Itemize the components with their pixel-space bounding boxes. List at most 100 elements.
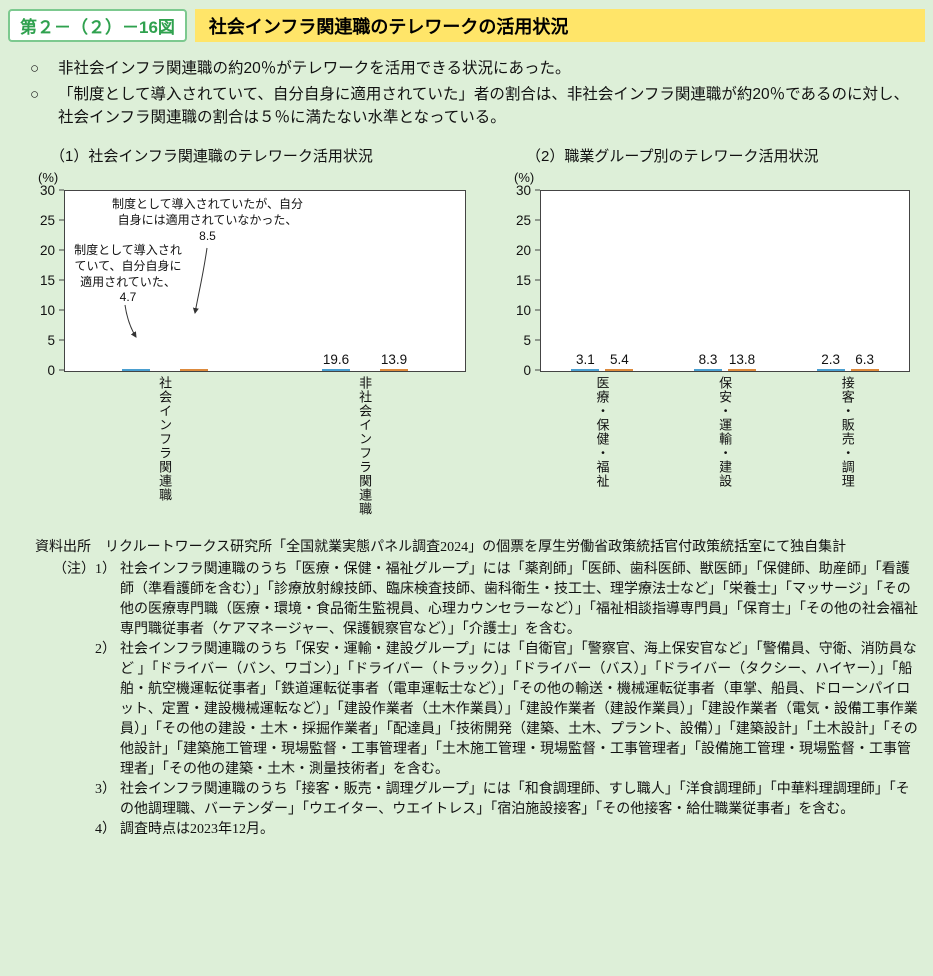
y-tick-label: 15: [39, 272, 55, 288]
source-note: 資料出所 リクルートワークス研究所「全国就業実態パネル調査2024」の個票を厚生…: [35, 538, 919, 558]
y-tick-label: 30: [515, 182, 531, 198]
circle-bullet-icon: ○: [30, 86, 40, 104]
y-tick-mark: [535, 189, 540, 191]
bar-value-label: 8.3: [698, 352, 718, 368]
bar-group: 2.3 6.3: [816, 352, 879, 372]
chart2-bars: 3.1 5.4 8.3 13.8 2.3 6.3: [541, 191, 909, 372]
chart2-y-axis: 0 5 10 15 20 25 30: [506, 184, 540, 377]
notes-label: （注）: [53, 562, 95, 578]
bar: 2.3: [816, 352, 845, 372]
note-3-text: 社会インフラ関連職のうち「接客・販売・調理グループ」には「和食調理師、すし職人」…: [120, 782, 910, 818]
summary-bullets: ○ 非社会インフラ関連職の約20％がテレワークを活用できる状況にあった。 ○ 「…: [30, 58, 915, 129]
bar: 19.6: [322, 352, 350, 372]
y-tick-mark: [535, 219, 540, 221]
bar-value-label: 13.9: [380, 352, 408, 368]
chart1-x-labels: 社会インフラ関連職 非社会インフラ関連職: [64, 376, 464, 528]
x-category-label: 接客・販売・調理: [839, 376, 855, 489]
bar-value-label: 2.3: [821, 352, 841, 368]
bar: [180, 369, 208, 372]
chart-social-infra: （1）社会インフラ関連職のテレワーク活用状況 (%) 0 5 10 15 20 25 30 …: [30, 145, 466, 528]
circle-bullet-icon: ○: [30, 60, 40, 77]
figure-title: 社会インフラ関連職のテレワークの活用状況: [194, 9, 925, 42]
note-3-number: 3）: [95, 782, 116, 798]
y-tick-mark: [59, 189, 64, 191]
y-tick-mark: [535, 249, 540, 251]
chart1-plot: 19.6 13.9 制度として導入されていたが、自分 自身には適用されていなかった…: [64, 190, 466, 373]
y-tick-label: 0: [523, 362, 531, 378]
note-item-3: 3） 社会インフラ関連職のうち「接客・販売・調理グループ」には「和食調理師、すし…: [35, 780, 919, 820]
note-2-text: 社会インフラ関連職のうち「保安・運輸・建設グループ」には「自衛官」「警察官、海上…: [120, 642, 918, 778]
chart1-area: (%) 0 5 10 15 20 25 30 19.6 13.9 制度として導入されていたが、…: [30, 170, 466, 377]
chart1-percent-axis-label: (%): [38, 170, 59, 186]
y-tick-label: 20: [515, 242, 531, 258]
note-item-1: 1） 社会インフラ関連職のうち「医療・保健・福祉グループ」には「薬剤師」「医師、…: [35, 560, 919, 640]
y-tick-mark: [535, 309, 540, 311]
figure-header: 第２－（２）－16図 社会インフラ関連職のテレワークの活用状況: [8, 9, 925, 42]
x-category-label: 社会インフラ関連職: [157, 376, 173, 503]
figure-number-badge: 第２－（２）－16図: [8, 9, 187, 42]
charts-row: （1）社会インフラ関連職のテレワーク活用状況 (%) 0 5 10 15 20 25 30 …: [30, 145, 933, 528]
bar-value-label: 6.3: [855, 352, 875, 368]
chart2-title: （2）職業グループ別のテレワーク活用状況: [526, 148, 819, 166]
chart2-plot: 3.1 5.4 8.3 13.8 2.3 6.3: [540, 190, 910, 373]
bar-value-label: 5.4: [609, 352, 629, 368]
chart1-title: （1）社会インフラ関連職のテレワーク活用状況: [50, 148, 373, 166]
y-tick-label: 15: [515, 272, 531, 288]
bar: 13.8: [727, 352, 756, 372]
y-tick-mark: [59, 219, 64, 221]
note-4-text: 調査時点は2023年12月。: [120, 822, 274, 838]
bar-value-label: 13.8: [728, 352, 756, 368]
bar: 5.4: [605, 352, 634, 372]
bar: 3.1: [571, 352, 600, 372]
y-tick-label: 25: [515, 212, 531, 228]
bar-group: 3.1 5.4: [571, 352, 634, 372]
summary-bullet-1-text: 非社会インフラ関連職の約20％がテレワークを活用できる状況にあった。: [58, 60, 571, 77]
x-category-label: 非社会インフラ関連職: [357, 376, 373, 517]
summary-bullet-2-text: 「制度として導入されていて、自分自身に適用されていた」者の割合は、非社会インフラ…: [58, 86, 909, 126]
bar-group: [122, 369, 208, 372]
note-item-2: 2） 社会インフラ関連職のうち「保安・運輸・建設グループ」には「自衛官」「警察官…: [35, 640, 919, 780]
note-item-4: 4） 調査時点は2023年12月。: [35, 820, 919, 840]
x-category-label: 医療・保健・福祉: [594, 376, 610, 489]
note-1-number: 1）: [95, 562, 116, 578]
y-tick-mark: [535, 369, 540, 371]
bar: 6.3: [850, 352, 879, 372]
y-tick-label: 0: [47, 362, 55, 378]
figure-page: 第２－（２）－16図 社会インフラ関連職のテレワークの活用状況 ○ 非社会インフ…: [0, 9, 933, 976]
y-tick-mark: [59, 339, 64, 341]
chart2-area: (%) 0 5 10 15 20 25 30 3.1 5.4 8.3 13.8 2.3 6.3: [506, 170, 910, 377]
y-tick-label: 5: [47, 332, 55, 348]
summary-bullet-2: ○ 「制度として導入されていて、自分自身に適用されていた」者の割合は、非社会イン…: [30, 84, 915, 129]
bar: [122, 369, 150, 372]
chart2-percent-axis-label: (%): [514, 170, 535, 186]
y-tick-label: 20: [39, 242, 55, 258]
bar-value-label: 3.1: [575, 352, 595, 368]
y-tick-mark: [535, 279, 540, 281]
y-tick-mark: [535, 339, 540, 341]
y-tick-label: 10: [515, 302, 531, 318]
chart1-bars: 19.6 13.9: [65, 191, 465, 372]
bar-value-label: 19.6: [322, 352, 350, 368]
summary-bullet-1: ○ 非社会インフラ関連職の約20％がテレワークを活用できる状況にあった。: [30, 58, 915, 80]
source-label: 資料出所: [35, 540, 91, 556]
bar-group: 19.6 13.9: [322, 352, 408, 372]
x-category-label: 保安・運輸・建設: [717, 376, 733, 489]
bar: 8.3: [693, 352, 722, 372]
chart1-y-axis: 0 5 10 15 20 25 30: [30, 184, 64, 377]
note-4-number: 4）: [95, 822, 116, 838]
source-text: リクルートワークス研究所「全国就業実態パネル調査2024」の個票を厚生労働省政策…: [105, 540, 847, 556]
y-tick-label: 25: [39, 212, 55, 228]
notes-block: （注） 1） 社会インフラ関連職のうち「医療・保健・福祉グループ」には「薬剤師」…: [35, 560, 919, 840]
y-tick-label: 10: [39, 302, 55, 318]
note-2-number: 2）: [95, 642, 116, 658]
y-tick-label: 5: [523, 332, 531, 348]
chart-occupation-groups: （2）職業グループ別のテレワーク活用状況 (%) 0 5 10 15 20 25 30 3.…: [506, 145, 910, 528]
bar-group: 8.3 13.8: [693, 352, 756, 372]
note-1-text: 社会インフラ関連職のうち「医療・保健・福祉グループ」には「薬剤師」「医師、歯科医…: [120, 562, 918, 638]
y-tick-mark: [59, 249, 64, 251]
y-tick-label: 30: [39, 182, 55, 198]
y-tick-mark: [59, 309, 64, 311]
y-tick-mark: [59, 369, 64, 371]
chart2-x-labels: 医療・保健・福祉 保安・運輸・建設 接客・販売・調理: [540, 376, 908, 528]
bar: 13.9: [380, 352, 408, 372]
